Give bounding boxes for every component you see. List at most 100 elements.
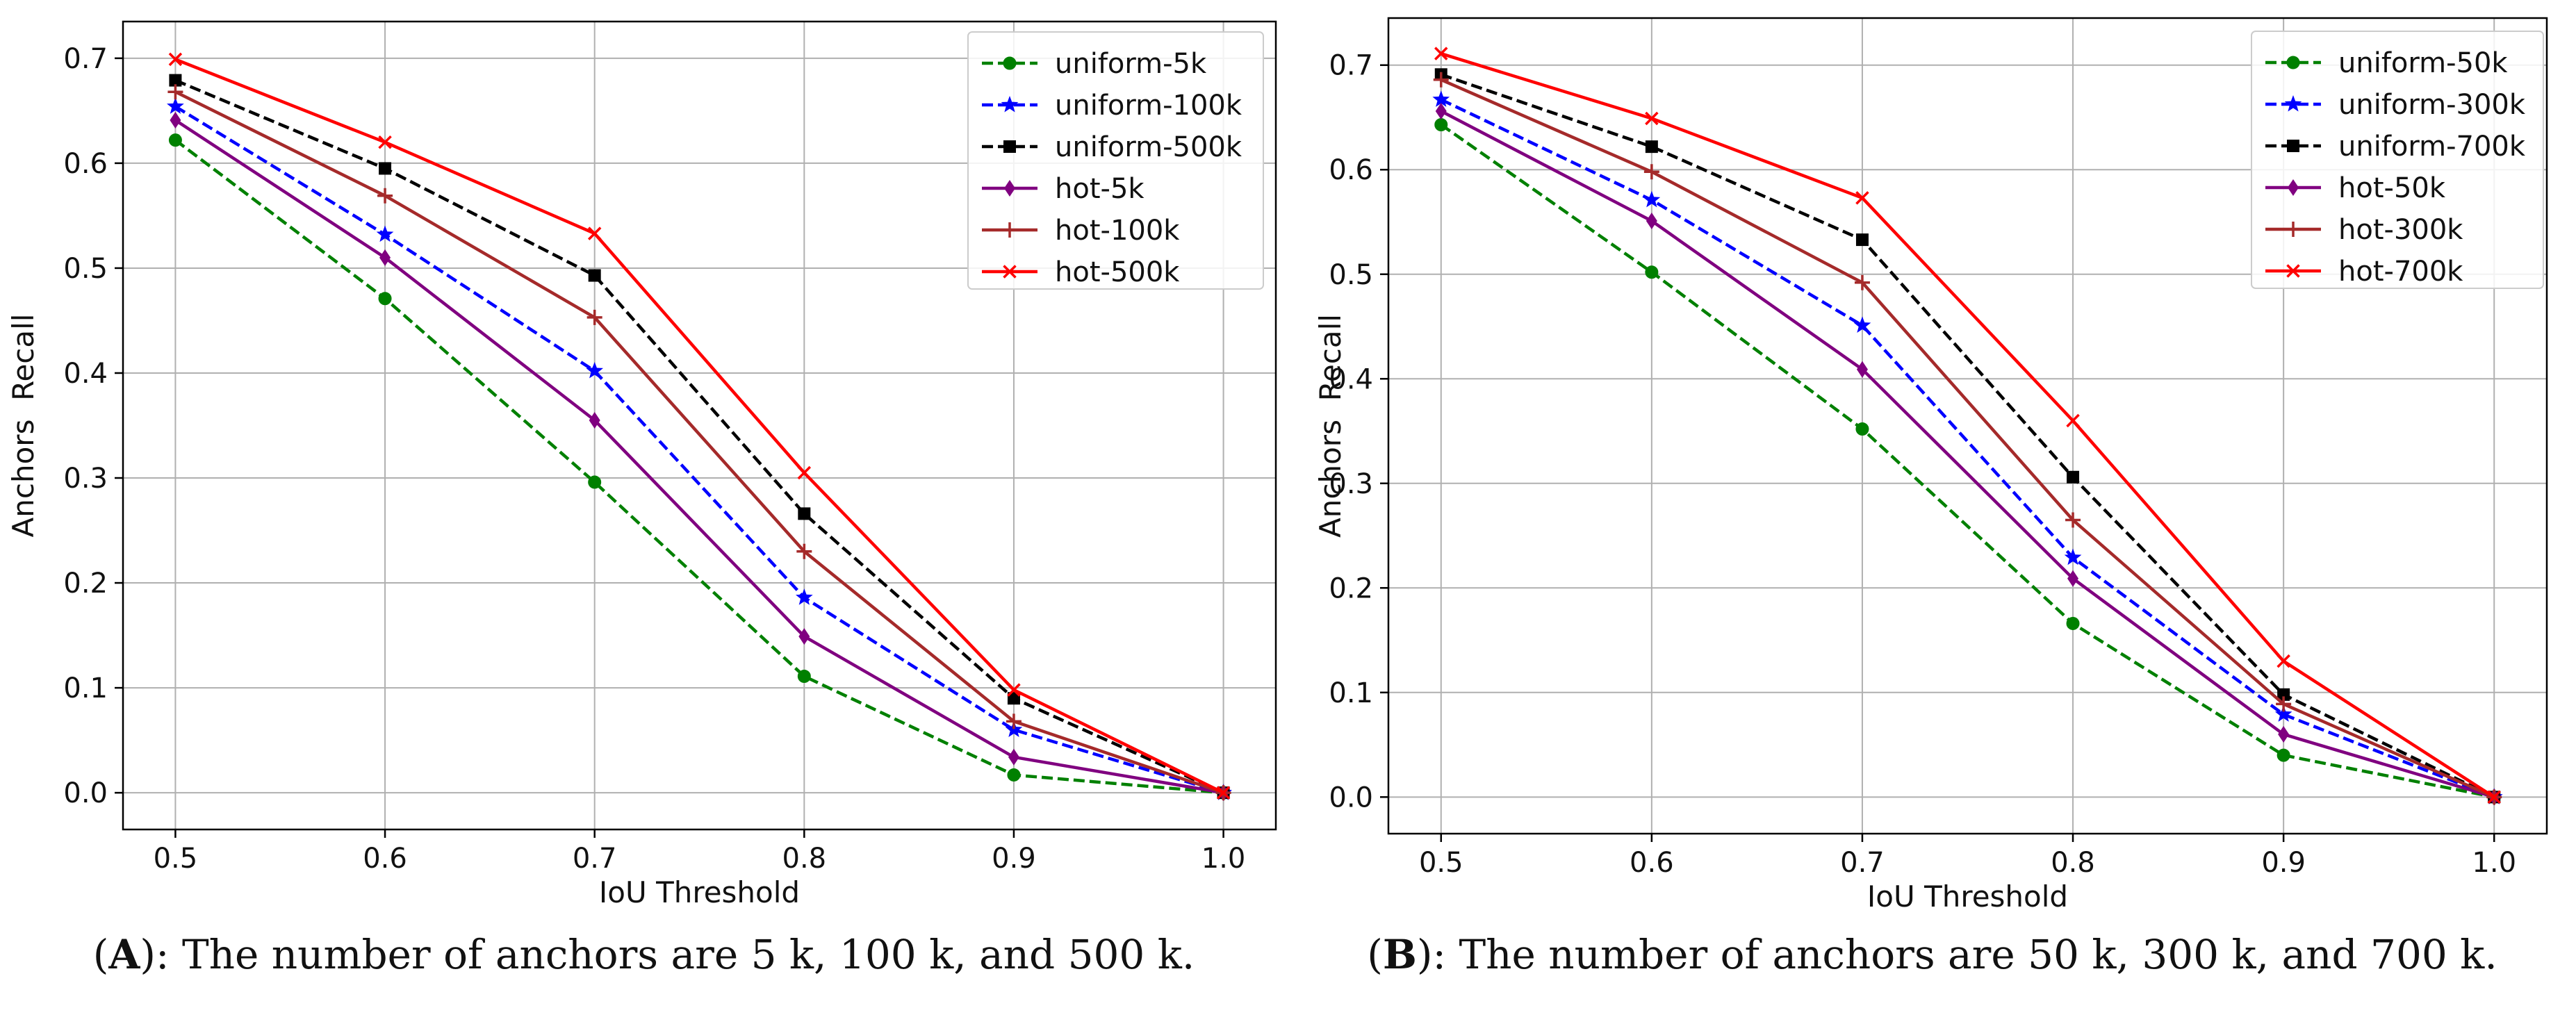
data-point: [377, 188, 393, 204]
x-axis-label: IoU Threshold: [1867, 880, 2068, 914]
caption-b: (B): The number of anchors are 50 k, 300…: [1367, 931, 2497, 978]
series-line: [1440, 123, 2495, 799]
data-point: [1855, 422, 1869, 436]
x-tick-label: 0.7: [573, 843, 617, 875]
legend-label: hot-50k: [2338, 172, 2446, 204]
series-hot-50k: [1435, 102, 2500, 806]
legend-box: [2251, 31, 2544, 289]
y-tick-label: 0.6: [1329, 154, 1373, 186]
data-point: [1643, 164, 1659, 180]
y-tick-label: 0.7: [63, 43, 108, 75]
series-line: [174, 138, 1224, 795]
data-point: [378, 135, 392, 149]
legend-marker: [2288, 179, 2299, 196]
x-axis-label: IoU Threshold: [599, 875, 800, 909]
data-point: [796, 543, 812, 559]
axis-ticks: 0.5 0.6 0.7 0.8 0.9 1.0 0.0 0.1 0.2 0.3 0.4 0.5 0.6 0…: [1329, 50, 2516, 879]
x-tick-label: 0.9: [992, 843, 1036, 875]
x-tick-label: 0.6: [363, 843, 407, 875]
data-point: [1645, 111, 1659, 126]
caption-text: ): The number of anchors are 5 k, 100 k,…: [140, 931, 1195, 978]
y-axis-label: Anchors Recall: [6, 314, 40, 538]
y-tick-label: 0.4: [63, 358, 108, 390]
series-line: [1440, 110, 2495, 799]
plot-frame: [122, 20, 1277, 831]
data-point: [2064, 548, 2082, 565]
data-point: [2067, 470, 2080, 484]
data-point: [167, 84, 183, 100]
data-point: [1006, 713, 1022, 729]
data-point: [1645, 140, 1658, 154]
y-axis-label: Anchors Recall: [1313, 314, 1347, 538]
series-hot-300k: [1433, 72, 2502, 805]
x-tick-label: 0.6: [1630, 847, 1674, 879]
data-point: [379, 249, 391, 266]
data-point: [167, 97, 184, 114]
legend-label: uniform-50k: [2338, 47, 2508, 79]
data-point: [1855, 191, 1869, 205]
series-line: [174, 90, 1224, 795]
data-point: [1853, 316, 1871, 333]
data-point: [376, 225, 394, 242]
legend-marker: [1003, 140, 1016, 153]
legend: uniform-50k uniform-300k uniform-700k hot-5…: [2251, 31, 2544, 289]
data-point: [2066, 413, 2080, 428]
y-tick-label: 0.0: [63, 777, 108, 809]
data-point: [2276, 654, 2290, 668]
y-tick-label: 0.4: [1329, 363, 1373, 395]
x-tick-label: 0.8: [782, 843, 827, 875]
caption-tag: B: [1382, 931, 1417, 978]
data-point: [168, 52, 183, 67]
data-point: [588, 269, 601, 282]
chart-panel-a: 0.5 0.6 0.7 0.8 0.9 1.0 0.0 0.1 0.2 0.3 0.4 0.5 0.6 0…: [6, 20, 1277, 978]
y-tick-label: 0.1: [1329, 677, 1373, 709]
data-point: [168, 133, 182, 147]
data-point: [1643, 190, 1661, 208]
y-tick-label: 0.7: [1329, 50, 1373, 82]
data-point: [1216, 786, 1231, 800]
data-point: [1855, 233, 1869, 247]
x-tick-label: 0.5: [1419, 847, 1463, 879]
data-point: [797, 669, 811, 683]
legend-marker: [1003, 265, 1017, 279]
y-tick-label: 0.6: [63, 148, 108, 180]
data-point: [2065, 512, 2081, 528]
data-point: [798, 628, 810, 645]
data-point: [589, 411, 600, 429]
data-point: [586, 362, 603, 379]
data-point: [1007, 692, 1020, 705]
y-tick-label: 0.5: [1329, 259, 1373, 291]
axis-ticks: 0.5 0.6 0.7 0.8 0.9 1.0 0.0 0.1 0.2 0.3 0.4 0.5 0.6 0…: [63, 43, 1245, 875]
data-point: [2276, 748, 2290, 762]
data-point: [2277, 688, 2290, 701]
series-uniform-5k: [168, 133, 1231, 800]
legend-box: [967, 31, 1264, 290]
series-line: [174, 119, 1224, 795]
legend-label: hot-500k: [1055, 256, 1180, 288]
data-point: [2276, 696, 2292, 712]
data-point: [2487, 790, 2501, 804]
data-point: [1432, 90, 1450, 107]
data-point: [1856, 361, 1868, 378]
legend-marker: [1001, 96, 1019, 113]
legend-label: hot-300k: [2338, 214, 2463, 246]
data-point: [2278, 726, 2290, 743]
y-tick-label: 0.2: [1329, 572, 1373, 604]
data-point: [1433, 72, 1449, 88]
data-point: [1854, 274, 1870, 290]
legend-marker: [1002, 222, 1017, 238]
caption-a: (A): The number of anchors are 5 k, 100 …: [92, 931, 1195, 978]
data-point: [1434, 47, 1448, 60]
y-tick-label: 0.1: [63, 672, 108, 704]
data-point: [1645, 265, 1659, 279]
series-line: [1441, 73, 2495, 799]
legend-marker: [2287, 140, 2299, 152]
data-point: [797, 465, 812, 480]
data-point: [1646, 212, 1657, 229]
data-point: [2066, 616, 2080, 630]
data-point: [2067, 570, 2079, 587]
legend-label: uniform-5k: [1055, 48, 1207, 80]
legend-label: hot-5k: [1055, 173, 1145, 205]
recall-chart-b: 0.5 0.6 0.7 0.8 0.9 1.0 0.0 0.1 0.2 0.3 0.4 0.5 0.6 0…: [1313, 17, 2548, 914]
data-point: [1007, 683, 1021, 697]
